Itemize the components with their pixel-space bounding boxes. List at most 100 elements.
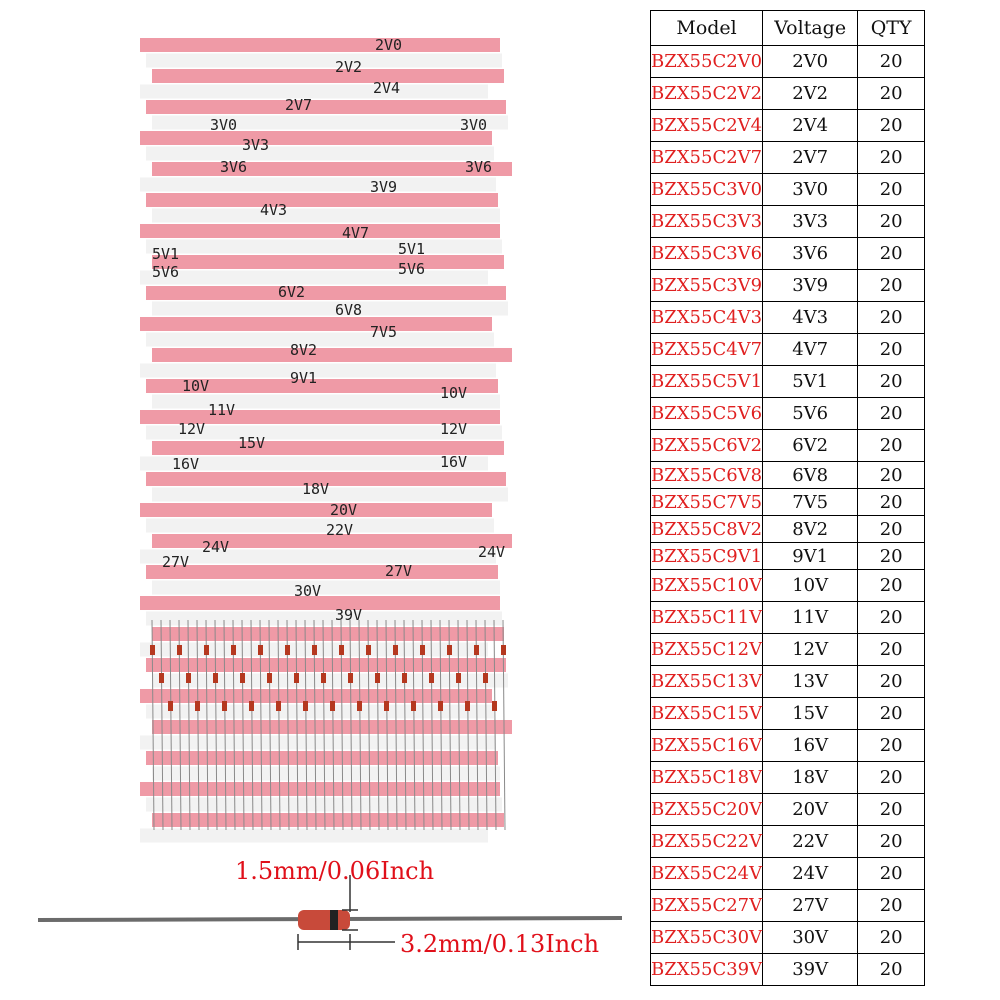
- tape-voltage-label: 10V: [182, 377, 209, 395]
- tape-voltage-label: 39V: [335, 606, 362, 624]
- voltage-cell: 16V: [762, 729, 859, 762]
- diode-body: [303, 701, 308, 711]
- tape-strip: [146, 658, 506, 672]
- tape-strip: [140, 596, 500, 610]
- tape-strip: [140, 735, 496, 750]
- diode-lead: [304, 619, 308, 831]
- diode-lead: [160, 619, 164, 831]
- tape-voltage-label: 2V4: [373, 79, 400, 97]
- tape-strip: [152, 627, 504, 641]
- qty-cell: 20: [857, 397, 926, 430]
- table-row: BZX55C3V0 3V0 20: [649, 173, 926, 206]
- tape-strip: [152, 487, 508, 502]
- table-row: BZX55C11V 11V 20: [649, 601, 926, 634]
- diode-body: [492, 701, 497, 711]
- model-cell: BZX55C8V2: [649, 515, 764, 543]
- tape-strip: [152, 255, 504, 269]
- diode-body: [447, 645, 452, 655]
- model-cell: BZX55C2V2: [649, 77, 764, 110]
- tape-strip: [146, 53, 502, 68]
- tape-voltage-label: 3V0: [210, 116, 237, 134]
- table-body: BZX55C2V0 2V0 20 BZX55C2V2 2V2 20 BZX55C2V4 2V4…: [649, 45, 926, 986]
- table-row: BZX55C13V 13V 20: [649, 665, 926, 698]
- voltage-cell: 24V: [762, 857, 859, 890]
- tape-strip: [146, 146, 494, 161]
- tape-voltage-label: 30V: [294, 582, 321, 600]
- voltage-cell: 10V: [762, 569, 859, 602]
- diode-lead: [493, 619, 497, 831]
- tape-strip: [140, 410, 500, 424]
- model-cell: BZX55C6V8: [649, 461, 764, 489]
- diode-kit-photo: 2V0 2V2 2V4 2V7 3V0 3V0 3V3 3V6 3V6 3V9 4V3 4V7 5V1 5…: [130, 0, 530, 850]
- voltage-cell: 8V2: [762, 515, 859, 543]
- model-cell: BZX55C3V3: [649, 205, 764, 238]
- diode-body: [330, 701, 335, 711]
- qty-cell: 20: [857, 77, 926, 110]
- tape-voltage-label: 3V6: [220, 158, 247, 176]
- qty-cell: 20: [857, 953, 926, 986]
- qty-cell: 20: [857, 825, 926, 858]
- table-row: BZX55C5V6 5V6 20: [649, 397, 926, 430]
- diode-body: [267, 673, 272, 683]
- qty-cell: 20: [857, 697, 926, 730]
- tape-strip: [146, 472, 506, 486]
- model-cell: BZX55C3V9: [649, 269, 764, 302]
- qty-cell: 20: [857, 921, 926, 954]
- table-row: BZX55C4V7 4V7 20: [649, 333, 926, 366]
- tape-strip: [152, 441, 504, 455]
- tape-voltage-label: 11V: [208, 401, 235, 419]
- voltage-cell: 30V: [762, 921, 859, 954]
- table-row: BZX55C7V5 7V5 20: [649, 488, 926, 516]
- diode-body: [204, 645, 209, 655]
- diode-body: [231, 645, 236, 655]
- voltage-cell: 3V0: [762, 173, 859, 206]
- qty-cell: 20: [857, 429, 926, 462]
- tape-voltage-label: 2V2: [335, 58, 362, 76]
- model-cell: BZX55C22V: [649, 825, 764, 858]
- voltage-cell: 15V: [762, 697, 859, 730]
- diode-lead: [349, 619, 353, 831]
- model-cell: BZX55C18V: [649, 761, 764, 794]
- tape-voltage-label: 27V: [162, 553, 189, 571]
- diode-lead: [385, 619, 389, 831]
- tape-strip: [152, 301, 508, 316]
- diode-glass-body: [298, 910, 350, 930]
- diode-lead: [484, 619, 488, 831]
- qty-cell: 20: [857, 205, 926, 238]
- qty-cell: 20: [857, 633, 926, 666]
- tape-strip: [146, 239, 502, 254]
- model-cell: BZX55C2V4: [649, 109, 764, 142]
- diode-body: [501, 645, 506, 655]
- tape-strip: [146, 332, 494, 347]
- tape-strip: [140, 84, 488, 99]
- tape-strip: [146, 797, 502, 812]
- diode-body: [339, 645, 344, 655]
- diode-body: [240, 673, 245, 683]
- qty-cell: 20: [857, 237, 926, 270]
- tape-strip: [140, 270, 488, 285]
- diode-body: [393, 645, 398, 655]
- tape-strip: [146, 379, 498, 393]
- length-dimension-label: 3.2mm/0.13Inch: [400, 930, 600, 958]
- model-cell: BZX55C3V6: [649, 237, 764, 270]
- voltage-cell: 4V3: [762, 301, 859, 334]
- voltage-cell: 2V4: [762, 109, 859, 142]
- tape-voltage-label: 2V0: [375, 36, 402, 54]
- tape-strip: [140, 456, 488, 471]
- model-cell: BZX55C13V: [649, 665, 764, 698]
- voltage-cell: 18V: [762, 761, 859, 794]
- tape-strip: [152, 580, 500, 595]
- table-row: BZX55C27V 27V 20: [649, 889, 926, 922]
- model-cell: BZX55C5V6: [649, 397, 764, 430]
- tape-voltage-label: 6V8: [335, 301, 362, 319]
- table-row: BZX55C30V 30V 20: [649, 921, 926, 954]
- tape-voltage-label: 12V: [178, 420, 205, 438]
- diode-body: [177, 645, 182, 655]
- voltage-cell: 3V9: [762, 269, 859, 302]
- voltage-cell: 6V2: [762, 429, 859, 462]
- tape-voltage-label: 15V: [238, 434, 265, 452]
- qty-cell: 20: [857, 569, 926, 602]
- model-cell: BZX55C24V: [649, 857, 764, 890]
- model-cell: BZX55C10V: [649, 569, 764, 602]
